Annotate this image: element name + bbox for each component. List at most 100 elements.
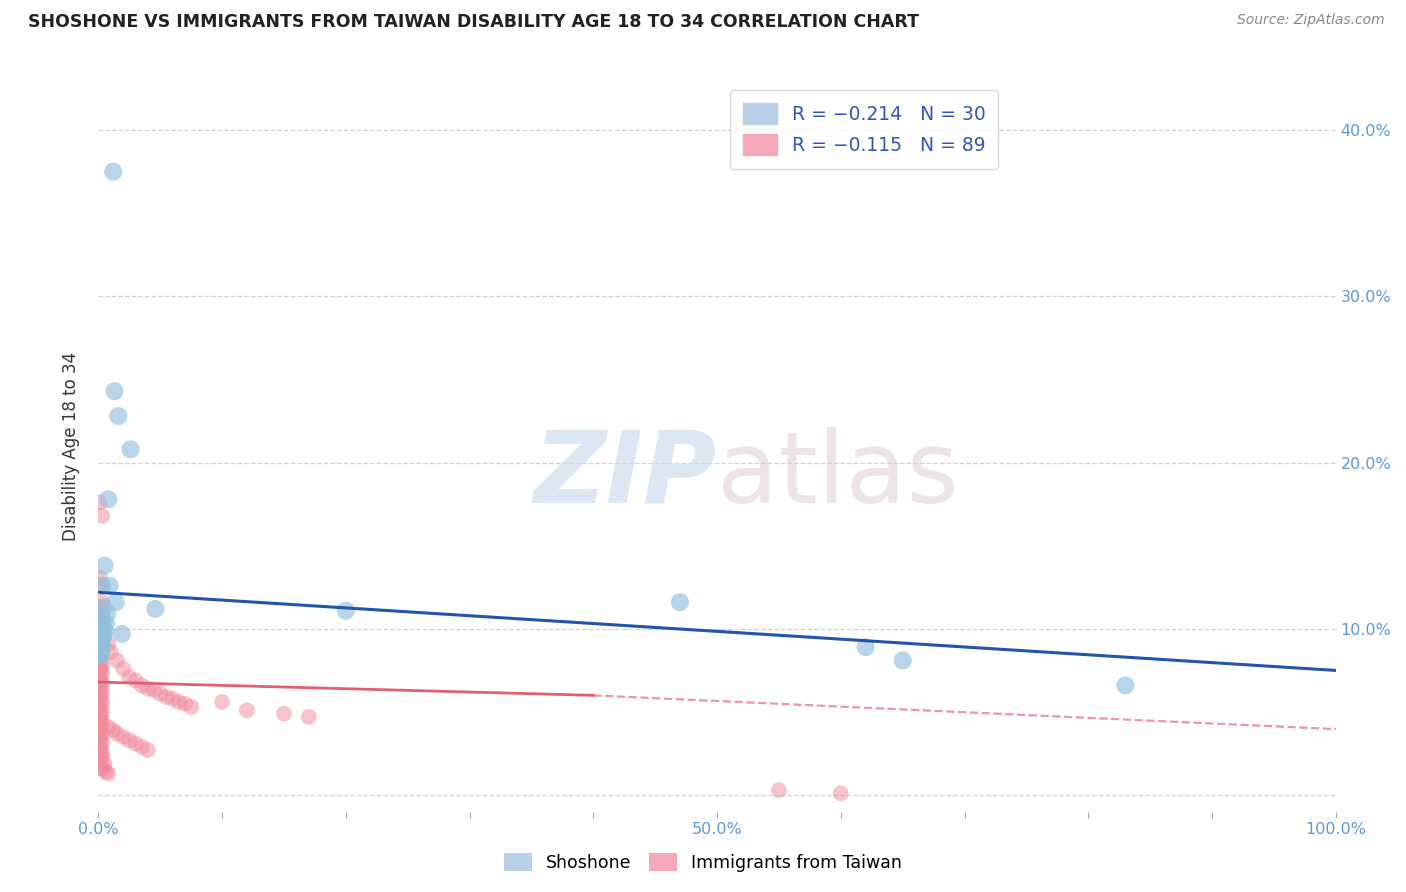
Point	[111, 627, 134, 641]
Point	[124, 673, 146, 688]
Point	[1114, 678, 1136, 692]
Point	[91, 726, 114, 740]
Point	[89, 680, 111, 694]
Text: Source: ZipAtlas.com: Source: ZipAtlas.com	[1237, 13, 1385, 28]
Point	[90, 653, 112, 667]
Point	[93, 558, 115, 573]
Point	[89, 739, 111, 754]
Point	[118, 733, 141, 747]
Point	[118, 670, 141, 684]
Point	[89, 637, 111, 651]
Point	[124, 737, 146, 751]
Point	[93, 762, 115, 776]
Point	[89, 670, 111, 684]
Point	[91, 687, 114, 701]
Point	[103, 384, 125, 398]
Point	[90, 714, 112, 728]
Point	[93, 624, 115, 638]
Point	[97, 720, 120, 734]
Point	[91, 612, 114, 626]
Point	[91, 697, 114, 711]
Point	[91, 579, 114, 593]
Point	[93, 628, 115, 642]
Point	[91, 639, 114, 653]
Point	[93, 756, 115, 771]
Point	[91, 620, 114, 634]
Point	[143, 683, 166, 698]
Point	[89, 600, 111, 615]
Point	[91, 508, 114, 523]
Point	[89, 630, 111, 644]
Point	[107, 409, 129, 423]
Point	[236, 703, 259, 717]
Point	[89, 710, 111, 724]
Point	[91, 706, 114, 721]
Point	[90, 733, 112, 747]
Point	[273, 706, 295, 721]
Point	[98, 579, 121, 593]
Point	[93, 600, 115, 615]
Point	[136, 743, 159, 757]
Point	[89, 660, 111, 674]
Point	[149, 687, 172, 701]
Point	[120, 442, 142, 457]
Point	[90, 627, 112, 641]
Point	[91, 716, 114, 731]
Point	[105, 726, 128, 740]
Point	[90, 633, 112, 648]
Text: ZIP: ZIP	[534, 426, 717, 524]
Text: SHOSHONE VS IMMIGRANTS FROM TAIWAN DISABILITY AGE 18 TO 34 CORRELATION CHART: SHOSHONE VS IMMIGRANTS FROM TAIWAN DISAB…	[28, 13, 920, 31]
Legend: R = −0.214   N = 30, R = −0.115   N = 89: R = −0.214 N = 30, R = −0.115 N = 89	[730, 90, 998, 169]
Point	[830, 787, 852, 801]
Point	[89, 720, 111, 734]
Point	[155, 690, 177, 704]
Point	[90, 645, 112, 659]
Point	[90, 615, 112, 630]
Point	[298, 710, 321, 724]
Point	[90, 703, 112, 717]
Point	[891, 653, 914, 667]
Point	[855, 640, 877, 655]
Point	[90, 628, 112, 642]
Point	[89, 624, 111, 638]
Point	[131, 739, 153, 754]
Point	[89, 643, 111, 657]
Point	[90, 673, 112, 688]
Point	[94, 616, 117, 631]
Point	[162, 691, 184, 706]
Point	[89, 700, 111, 714]
Point	[174, 697, 197, 711]
Point	[91, 666, 114, 681]
Y-axis label: Disability Age 18 to 34: Disability Age 18 to 34	[62, 351, 80, 541]
Point	[89, 495, 111, 509]
Point	[91, 737, 114, 751]
Point	[97, 492, 120, 507]
Point	[211, 695, 233, 709]
Legend: Shoshone, Immigrants from Taiwan: Shoshone, Immigrants from Taiwan	[498, 847, 908, 879]
Point	[97, 637, 120, 651]
Point	[90, 647, 112, 661]
Point	[103, 164, 125, 178]
Point	[91, 607, 114, 621]
Point	[136, 681, 159, 696]
Point	[90, 579, 112, 593]
Point	[180, 700, 202, 714]
Point	[90, 635, 112, 649]
Point	[93, 620, 115, 634]
Point	[768, 783, 790, 797]
Point	[90, 640, 112, 655]
Text: atlas: atlas	[717, 426, 959, 524]
Point	[90, 762, 112, 776]
Point	[96, 607, 118, 621]
Point	[335, 603, 357, 617]
Point	[89, 650, 111, 665]
Point	[90, 743, 112, 757]
Point	[89, 690, 111, 704]
Point	[91, 657, 114, 671]
Point	[89, 730, 111, 744]
Point	[90, 648, 112, 663]
Point	[90, 683, 112, 698]
Point	[93, 628, 115, 642]
Point	[89, 612, 111, 626]
Point	[89, 753, 111, 767]
